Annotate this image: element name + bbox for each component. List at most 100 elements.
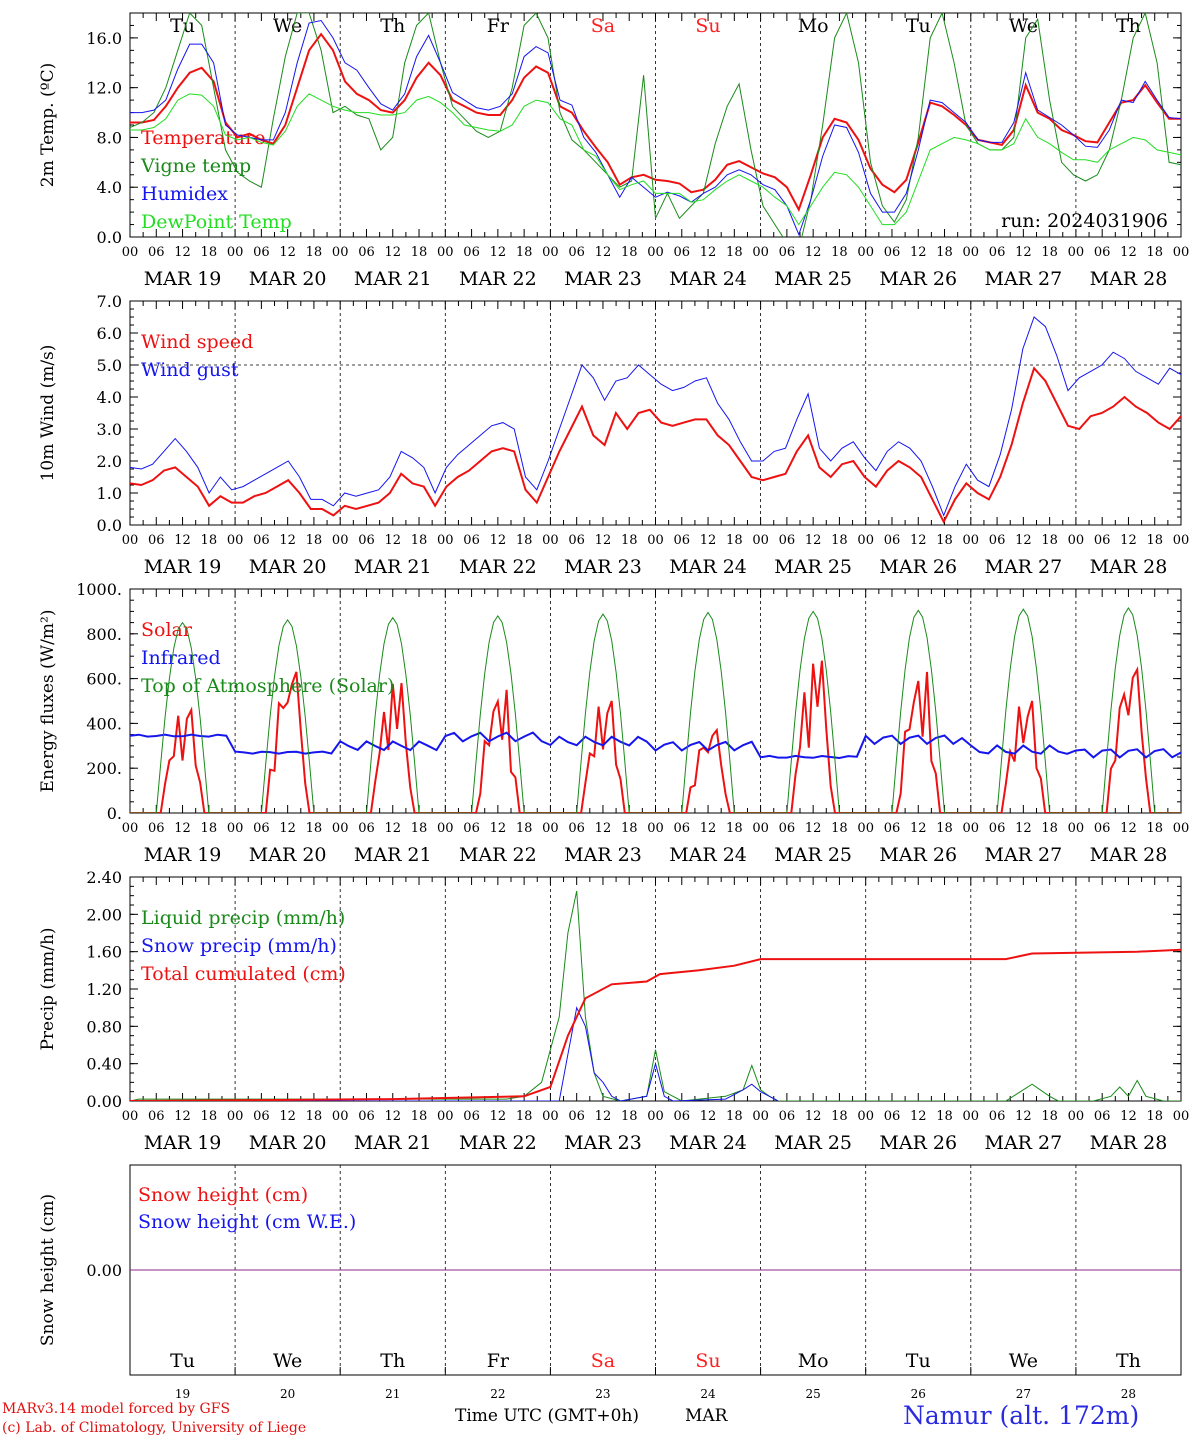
hour-label: 18 <box>726 1109 743 1124</box>
date-label: MAR 25 <box>774 268 852 290</box>
date-label: MAR 26 <box>879 556 957 578</box>
hour-label: 06 <box>884 245 901 260</box>
hour-label: 12 <box>1015 1109 1032 1124</box>
hour-label: 18 <box>621 1109 638 1124</box>
hour-label: 12 <box>279 1109 296 1124</box>
hour-label: 18 <box>411 533 428 548</box>
date-label: MAR 26 <box>879 844 957 866</box>
hour-label: 00 <box>437 245 454 260</box>
y-tick-label: 0.80 <box>86 1017 122 1036</box>
weekday-label: Su <box>695 1350 720 1372</box>
y-tick-label: 1.20 <box>86 980 122 999</box>
legend-entry: Infrared <box>141 647 221 669</box>
date-label: MAR 21 <box>354 556 432 578</box>
weekday-label: We <box>273 15 302 37</box>
y-tick-label: 4.0 <box>97 388 122 407</box>
hour-label: 00 <box>1068 245 1085 260</box>
date-label: MAR 27 <box>984 268 1062 290</box>
series-line-1 <box>130 660 1181 813</box>
legend-entry: Wind gust <box>141 359 239 381</box>
y-tick-label: 12.0 <box>86 79 122 98</box>
hour-label: 06 <box>779 245 796 260</box>
hour-label: 18 <box>201 245 218 260</box>
hour-label: 18 <box>516 245 533 260</box>
hour-label: 18 <box>201 1109 218 1124</box>
hour-label: 12 <box>490 533 507 548</box>
weekday-label: We <box>273 1350 302 1372</box>
hour-label: 18 <box>516 533 533 548</box>
hour-label: 00 <box>122 245 139 260</box>
hour-label: 18 <box>1146 1109 1163 1124</box>
hour-label: 18 <box>201 821 218 836</box>
hour-label: 18 <box>831 533 848 548</box>
x-axis-month: MAR <box>685 1406 728 1426</box>
hour-label: 18 <box>201 533 218 548</box>
date-label: MAR 23 <box>564 268 642 290</box>
hour-label: 18 <box>726 533 743 548</box>
hour-label: 00 <box>122 1109 139 1124</box>
date-label: MAR 20 <box>249 844 327 866</box>
date-label: MAR 20 <box>249 268 327 290</box>
y-tick-label: 0.0 <box>97 228 122 247</box>
series-line-4 <box>130 93 1181 226</box>
station-name: Namur (alt. 172m) <box>903 1401 1140 1430</box>
day-number: 25 <box>806 1387 821 1401</box>
hour-label: 06 <box>568 1109 585 1124</box>
hour-label: 12 <box>910 821 927 836</box>
hour-label: 00 <box>752 821 769 836</box>
hour-label: 12 <box>384 533 401 548</box>
date-label: MAR 22 <box>459 268 537 290</box>
hour-label: 06 <box>148 245 165 260</box>
series-line-1 <box>130 32 1181 213</box>
hour-label: 06 <box>779 533 796 548</box>
hour-label: 00 <box>963 1109 980 1124</box>
date-label: MAR 28 <box>1090 268 1168 290</box>
hour-label: 12 <box>174 1109 191 1124</box>
series-line-3 <box>130 19 1181 236</box>
run-label: run: 2024031906 <box>1001 210 1168 232</box>
hour-label: 00 <box>647 533 664 548</box>
day-number: 22 <box>490 1387 505 1401</box>
hour-label: 12 <box>174 245 191 260</box>
hour-label: 18 <box>726 821 743 836</box>
weekday-label: Tu <box>906 15 931 37</box>
lab-credit: (c) Lab. of Climatology, University of L… <box>2 1420 307 1436</box>
date-label: MAR 26 <box>879 268 957 290</box>
weekday-label: Sa <box>591 1350 615 1372</box>
hour-label: 12 <box>1120 533 1137 548</box>
date-label: MAR 24 <box>669 844 747 866</box>
legend-entry: Humidex <box>141 183 228 205</box>
y-axis-label: 2m Temp. (ºC) <box>38 63 58 188</box>
hour-label: 06 <box>779 1109 796 1124</box>
hour-label: 06 <box>674 1109 691 1124</box>
hour-label: 00 <box>542 533 559 548</box>
y-tick-label: 1.60 <box>86 943 122 962</box>
hour-label: 00 <box>1173 821 1190 836</box>
hour-label: 12 <box>910 533 927 548</box>
weekday-label: Mo <box>798 1350 829 1372</box>
series-line-1 <box>130 366 1181 525</box>
hour-label: 12 <box>279 245 296 260</box>
hour-label: 12 <box>595 1109 612 1124</box>
date-label: MAR 25 <box>774 844 852 866</box>
legend-entry: Wind speed <box>141 331 253 353</box>
hour-label: 00 <box>122 533 139 548</box>
plot-frame <box>129 300 1182 526</box>
date-label: MAR 25 <box>774 1132 852 1154</box>
date-label: MAR 23 <box>564 556 642 578</box>
y-axis-label: Energy fluxes (W/m²) <box>38 610 58 793</box>
x-axis-title: Time UTC (GMT+0h) <box>455 1406 640 1426</box>
y-tick-label: 0.00 <box>86 1261 122 1280</box>
hour-label: 06 <box>253 245 270 260</box>
panel-5: 0.00 Snow height (cm) Tu We Th Fr Sa Su Mo Tu We Th… <box>38 1164 1182 1401</box>
legend-entry: Top of Atmosphere (Solar) <box>141 675 394 697</box>
weekday-label: Th <box>1116 15 1141 37</box>
y-axis-label: Snow height (cm) <box>38 1194 58 1346</box>
hour-label: 06 <box>358 821 375 836</box>
hour-label: 18 <box>306 821 323 836</box>
date-label: MAR 21 <box>354 844 432 866</box>
hour-label: 12 <box>490 821 507 836</box>
day-number: 27 <box>1016 1387 1031 1401</box>
hour-label: 12 <box>805 1109 822 1124</box>
